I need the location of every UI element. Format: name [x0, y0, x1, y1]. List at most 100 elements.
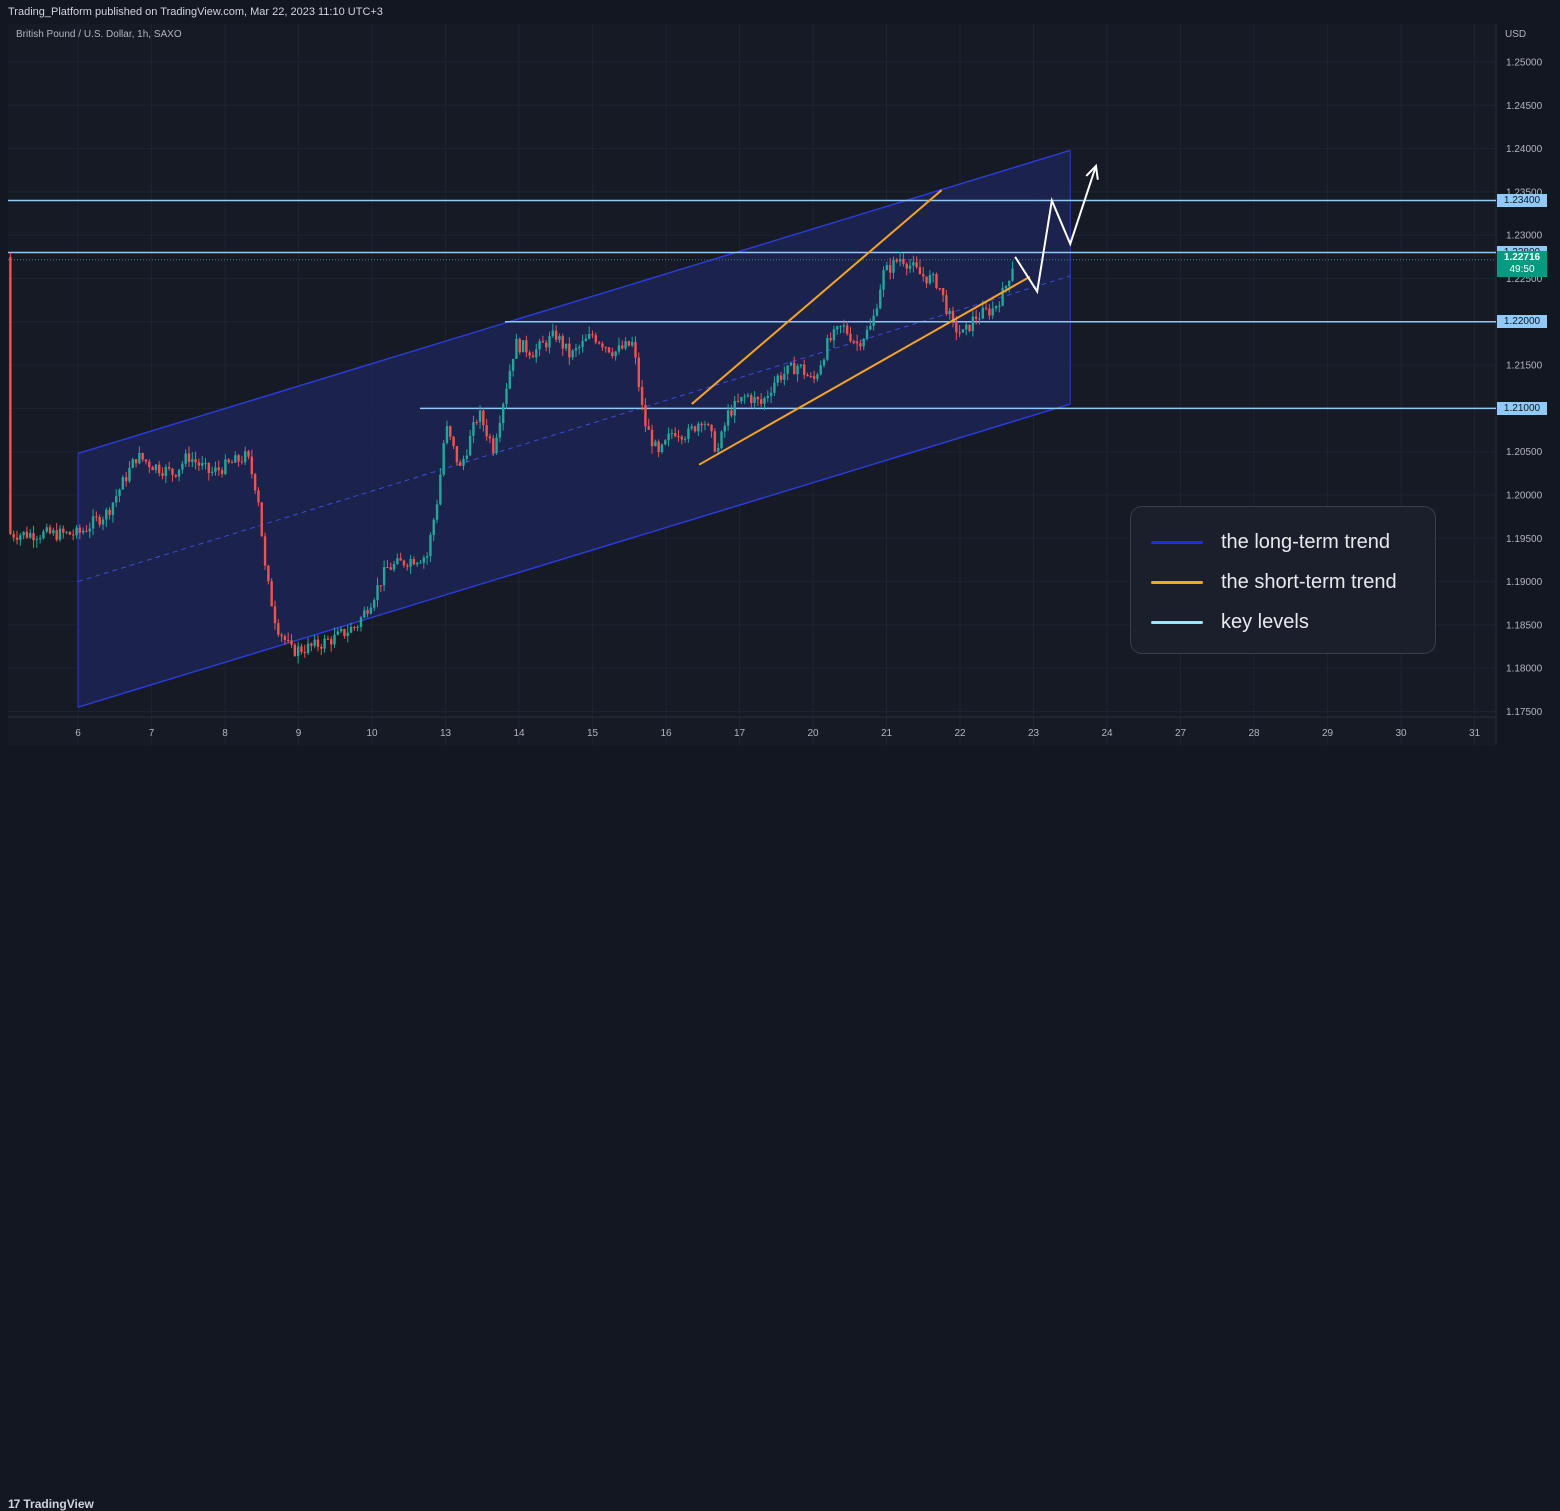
candle-body [508, 370, 512, 389]
candle-body [660, 444, 664, 453]
candle-body [263, 536, 267, 566]
candles [9, 252, 1014, 664]
candle-body [359, 617, 363, 627]
candle-body [32, 533, 35, 541]
candle-body [320, 646, 323, 649]
candle-body [300, 646, 303, 652]
candle-body [974, 316, 978, 319]
candle-body [174, 474, 177, 477]
candle-body [115, 496, 118, 503]
candle-body [680, 436, 684, 440]
candle-body [958, 332, 961, 334]
candle-body [845, 325, 849, 334]
candle-body [287, 639, 290, 641]
candle-body [809, 376, 812, 378]
candle-body [941, 288, 945, 296]
candle-body [42, 531, 45, 539]
candle-body [349, 626, 353, 633]
candle-body [789, 362, 793, 366]
candle-body [554, 330, 558, 340]
tradingview-brand-label: TradingView [23, 1497, 94, 1511]
candle-body [564, 343, 568, 349]
candle-body [240, 461, 244, 463]
candle-body [511, 358, 515, 371]
y-tick-label: 1.24000 [1506, 144, 1543, 155]
candle-body [720, 431, 723, 449]
x-tick-label: 21 [881, 728, 893, 739]
candle-body [915, 262, 918, 268]
legend-item-short-term: the short-term trend [1151, 567, 1397, 597]
candle-body [161, 473, 164, 476]
candle-body [776, 375, 779, 383]
legend-swatch-key-levels [1151, 620, 1203, 624]
candle-body [994, 306, 998, 309]
y-tick-label: 1.22500 [1506, 274, 1543, 285]
candle-body [210, 471, 214, 474]
candle-body [164, 467, 168, 476]
tradingview-brand[interactable]: 17 TradingView [8, 1497, 94, 1511]
candle-body [935, 274, 938, 289]
candle-body [902, 258, 905, 264]
legend-item-key-levels: key levels [1151, 607, 1309, 637]
candle-body [389, 567, 392, 570]
candle-body [984, 307, 988, 309]
short-term-lower-line [698, 275, 1031, 466]
candle-body [482, 410, 485, 426]
candle-body [293, 644, 297, 656]
y-tick-label: 1.23000 [1506, 231, 1543, 242]
candle-body [756, 397, 760, 400]
candle-body [802, 364, 806, 375]
candle-body [52, 530, 55, 534]
candle-body [862, 339, 865, 347]
y-tick-label: 1.21500 [1506, 361, 1543, 372]
candle-body [670, 433, 674, 435]
candle-body [538, 341, 541, 350]
candle-body [181, 463, 184, 470]
candle-body [449, 426, 452, 437]
candle-body [816, 374, 819, 379]
price-axis[interactable] [1496, 24, 1560, 745]
candle-body [465, 455, 469, 459]
candle-body [733, 400, 736, 416]
footer-bar: 17 TradingView [0, 745, 1560, 1511]
candle-body [961, 329, 965, 333]
candle-body [204, 462, 207, 464]
candle-body [852, 341, 855, 343]
x-tick-label: 17 [734, 728, 746, 739]
candle-body [601, 343, 604, 348]
x-tick-label: 8 [222, 728, 228, 739]
candle-body [587, 334, 591, 339]
candle-body [478, 410, 482, 423]
candle-body [535, 349, 538, 358]
candle-body [356, 626, 359, 628]
candle-body [786, 365, 789, 374]
candle-body [151, 467, 154, 471]
candle-body [700, 423, 703, 426]
x-tick-label: 10 [366, 728, 378, 739]
candle-body [207, 462, 211, 474]
candle-body [306, 643, 310, 653]
price-chart[interactable]: 1.25000 1.24500 1.24000 1.23500 1.23000 1.225… [0, 0, 1560, 774]
candle-body [58, 528, 62, 540]
candle-body [750, 395, 753, 403]
candle-body [19, 535, 22, 540]
candle-body [501, 404, 505, 424]
candle-body [951, 310, 955, 321]
candle-body [726, 410, 730, 426]
projection-arrowhead [1085, 163, 1099, 180]
candle-body [339, 629, 343, 632]
legend-swatch-short-term [1151, 580, 1203, 584]
candle-body [630, 341, 634, 346]
candle-body [578, 346, 581, 349]
candle-body [353, 626, 356, 628]
candle-body [141, 452, 144, 460]
candle-body [462, 458, 465, 466]
key-level-tag: 1.22000 [1497, 315, 1547, 329]
candle-body [416, 562, 419, 565]
x-tick-label: 7 [149, 728, 155, 739]
candle-body [191, 459, 194, 462]
candle-body [521, 340, 525, 353]
candle-body [290, 640, 293, 645]
candle-body [108, 509, 111, 515]
x-tick-label: 31 [1469, 728, 1481, 739]
